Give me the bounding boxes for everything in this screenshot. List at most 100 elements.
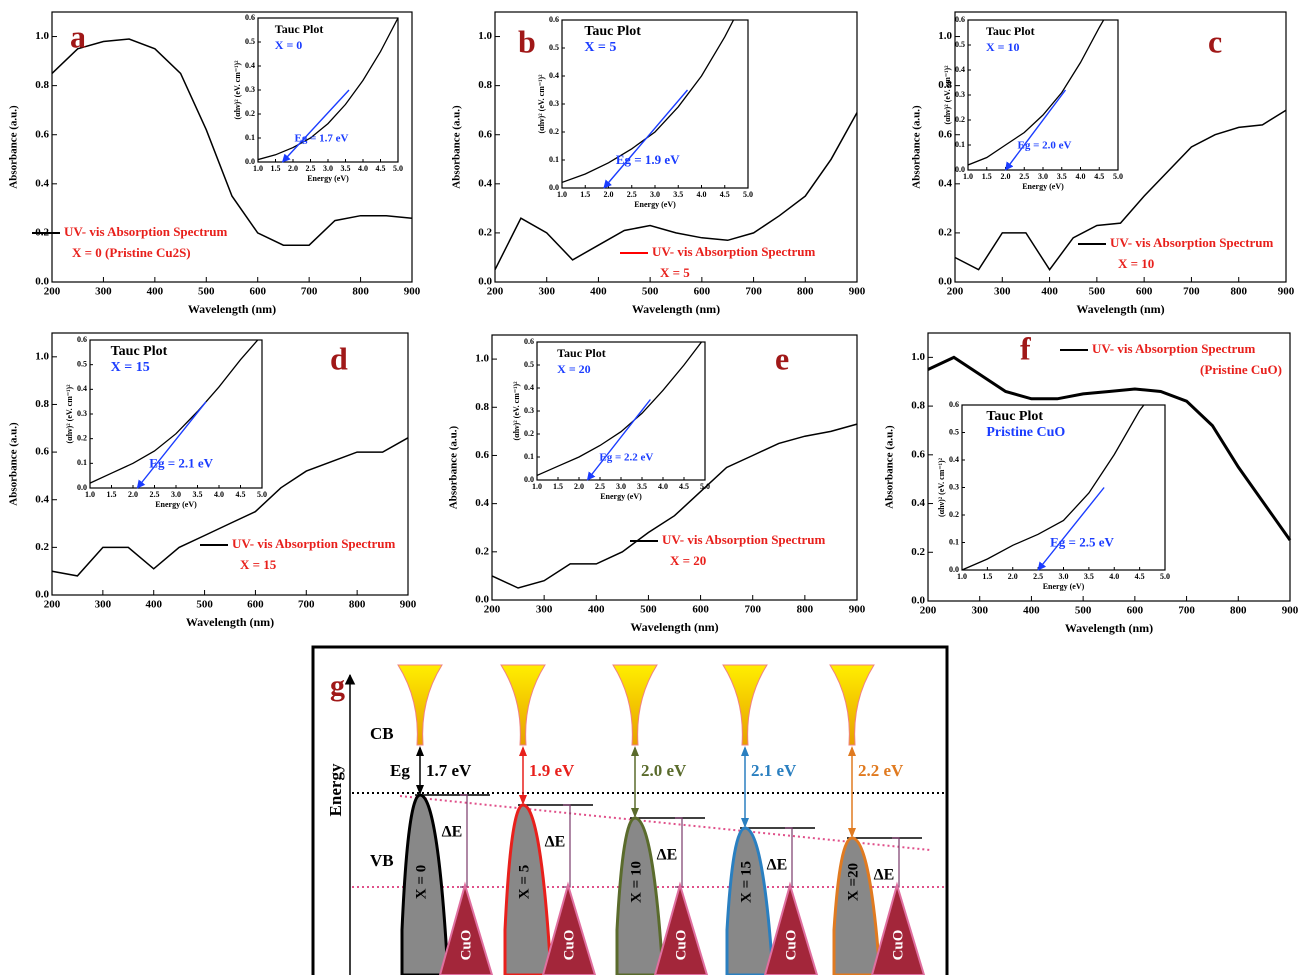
y-tick-label: 0.8 [475, 401, 489, 413]
inset-title: Tauc Plot [275, 22, 324, 36]
y-tick-label: 1.0 [475, 353, 489, 365]
y-tick-label: 0.6 [245, 13, 255, 22]
x-tick-label: 3.0 [171, 490, 181, 499]
x-tick-label: 300 [95, 598, 112, 610]
x-tick-label: 400 [1041, 285, 1058, 297]
y-tick-label: 0.2 [35, 541, 49, 553]
y-tick-label: 0.5 [524, 360, 534, 369]
y-tick-label: 0.1 [77, 458, 87, 467]
x-tick-label: 800 [1230, 604, 1247, 616]
y-tick-label: 0.6 [955, 15, 965, 24]
inset-title: Tauc Plot [986, 409, 1043, 424]
inset-x-label: Energy (eV) [307, 174, 349, 183]
x-tick-label: 900 [1282, 604, 1299, 616]
spectrum-line [51, 38, 413, 246]
y-tick-label: 0.4 [35, 177, 49, 189]
x-tick-label: 1.5 [271, 164, 281, 173]
x-tick-label: 200 [487, 285, 504, 297]
x-tick-label: 3.0 [616, 482, 626, 491]
x-axis-label: Wavelength (nm) [188, 302, 276, 316]
y-tick-label: 1.0 [478, 30, 492, 42]
y-tick-label: 0.6 [938, 128, 952, 140]
x-tick-label: 900 [1278, 285, 1295, 297]
arrow-head-bottom [631, 808, 639, 818]
valence-band [503, 803, 553, 975]
y-tick-label: 0.2 [478, 226, 492, 238]
arrow-head-bottom [741, 818, 749, 828]
x-tick-label: 400 [1023, 604, 1040, 616]
y-tick-label: 0.4 [35, 493, 49, 505]
plot-frame [89, 339, 263, 489]
inset-title: Tauc Plot [584, 24, 641, 39]
panel-label: f [1020, 330, 1031, 366]
x-tick-label: 200 [44, 598, 61, 610]
x-tick-label: 3.5 [341, 164, 351, 173]
y-tick-label: 0.0 [475, 594, 489, 606]
y-tick-label: 0.2 [938, 226, 952, 238]
y-tick-label: 0.4 [549, 71, 559, 80]
eg-label: Eg = 2.2 eV [599, 451, 653, 463]
y-tick-label: 0.3 [77, 409, 87, 418]
x-tick-label: 300 [95, 285, 112, 297]
y-tick-label: 0.0 [35, 276, 49, 288]
gap-label: 2.1 eV [751, 761, 797, 780]
x-tick-label: 5.0 [700, 482, 710, 491]
tauc-fit-line [136, 401, 207, 489]
x-tick-label: 600 [249, 285, 266, 297]
vb-trend-line [399, 795, 931, 851]
x-axis-label: Wavelength (nm) [632, 302, 720, 316]
inset-y-label: (αhν)² (eV. cm⁻¹)² [512, 381, 521, 441]
y-tick-label: 0.8 [35, 398, 49, 410]
conduction-band [612, 664, 658, 746]
y-tick-label: 0.0 [524, 475, 534, 484]
x-tick-label: 4.5 [1135, 572, 1145, 581]
y-tick-label: 0.0 [478, 276, 492, 288]
delta-label: ΔE [442, 824, 463, 841]
inset-subtitle: X = 15 [111, 360, 150, 375]
plot-frame [561, 19, 749, 189]
panel-label: a [70, 18, 86, 54]
legend-note: (Pristine CuO) [1200, 362, 1282, 377]
y-tick-label: 0.6 [524, 337, 534, 346]
tauc-curve [90, 340, 259, 484]
x-tick-label: 5.0 [743, 190, 753, 199]
y-tick-label: 0.2 [524, 429, 534, 438]
x-tick-label: 600 [694, 285, 711, 297]
x-axis-label: Wavelength (nm) [186, 615, 274, 629]
inset-x-label: Energy (eV) [155, 500, 197, 509]
x-tick-label: 4.0 [1076, 172, 1086, 181]
delta-label: ΔE [657, 847, 678, 864]
legend-note: X = 20 [670, 553, 706, 568]
y-tick-label: 0.8 [478, 79, 492, 91]
inset-y-label: (αhν)² (eV. cm⁻¹)² [937, 457, 946, 517]
x-tick-label: 700 [744, 603, 761, 615]
inset-subtitle: X = 0 [275, 38, 303, 52]
x-tick-label: 200 [920, 604, 937, 616]
y-tick-label: 0.5 [955, 40, 965, 49]
inset-x-label: Energy (eV) [600, 492, 642, 501]
y-tick-label: 1.0 [911, 351, 925, 363]
y-tick-label: 0.0 [549, 183, 559, 192]
y-tick-label: 0.0 [949, 565, 959, 574]
y-axis-label: Absorbance (a.u.) [8, 422, 20, 506]
conduction-band [722, 664, 768, 746]
tauc-fit-line [586, 399, 651, 481]
inset-y-label: (αhν)² (eV. cm⁻¹)² [233, 60, 242, 120]
y-tick-label: 0.2 [549, 127, 559, 136]
sample-label: X = 5 [516, 865, 532, 899]
x-tick-label: 3.0 [1038, 172, 1048, 181]
spectrum-line [954, 109, 1287, 272]
inset-y-label: (αhν)² (eV. cm⁻¹)² [65, 384, 74, 444]
y-tick-label: 0.3 [549, 99, 559, 108]
x-tick-label: 300 [538, 285, 555, 297]
x-tick-label: 900 [849, 603, 866, 615]
x-tick-label: 1.0 [253, 164, 263, 173]
x-tick-label: 500 [640, 603, 657, 615]
x-tick-label: 3.0 [650, 190, 660, 199]
legend-note: X = 5 [660, 265, 690, 280]
y-tick-label: 0.3 [955, 90, 965, 99]
inset-x-label: Energy (eV) [1022, 182, 1064, 191]
y-tick-label: 0.2 [955, 115, 965, 124]
y-axis-label: Absorbance (a.u.) [448, 425, 460, 509]
